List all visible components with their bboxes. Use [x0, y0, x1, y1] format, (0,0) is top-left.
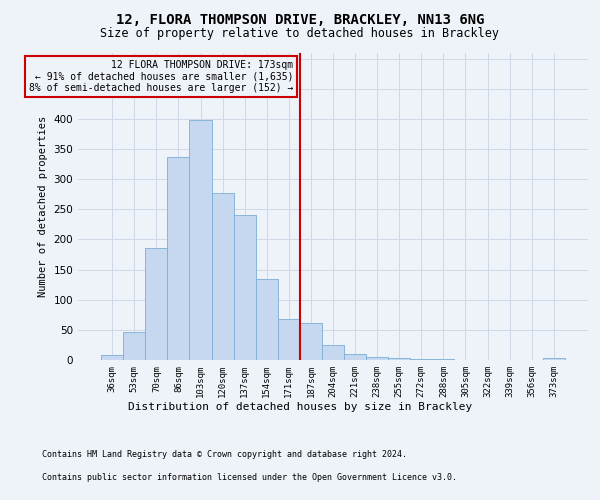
- Bar: [543, 358, 565, 360]
- Bar: [344, 354, 366, 360]
- Bar: [167, 157, 190, 360]
- Bar: [256, 278, 278, 360]
- Text: Distribution of detached houses by size in Brackley: Distribution of detached houses by size …: [128, 402, 472, 412]
- Y-axis label: Number of detached properties: Number of detached properties: [38, 116, 48, 297]
- Bar: [190, 120, 212, 360]
- Text: Size of property relative to detached houses in Brackley: Size of property relative to detached ho…: [101, 28, 499, 40]
- Bar: [101, 355, 123, 360]
- Bar: [410, 359, 433, 360]
- Bar: [278, 319, 300, 360]
- Bar: [300, 322, 322, 360]
- Bar: [366, 357, 388, 360]
- Bar: [123, 332, 145, 360]
- Bar: [233, 216, 256, 360]
- Text: 12 FLORA THOMPSON DRIVE: 173sqm
← 91% of detached houses are smaller (1,635)
8% : 12 FLORA THOMPSON DRIVE: 173sqm ← 91% of…: [29, 60, 293, 93]
- Bar: [145, 248, 167, 360]
- Text: 12, FLORA THOMPSON DRIVE, BRACKLEY, NN13 6NG: 12, FLORA THOMPSON DRIVE, BRACKLEY, NN13…: [116, 12, 484, 26]
- Bar: [322, 345, 344, 360]
- Bar: [388, 358, 410, 360]
- Text: Contains public sector information licensed under the Open Government Licence v3: Contains public sector information licen…: [42, 472, 457, 482]
- Bar: [212, 193, 233, 360]
- Text: Contains HM Land Registry data © Crown copyright and database right 2024.: Contains HM Land Registry data © Crown c…: [42, 450, 407, 459]
